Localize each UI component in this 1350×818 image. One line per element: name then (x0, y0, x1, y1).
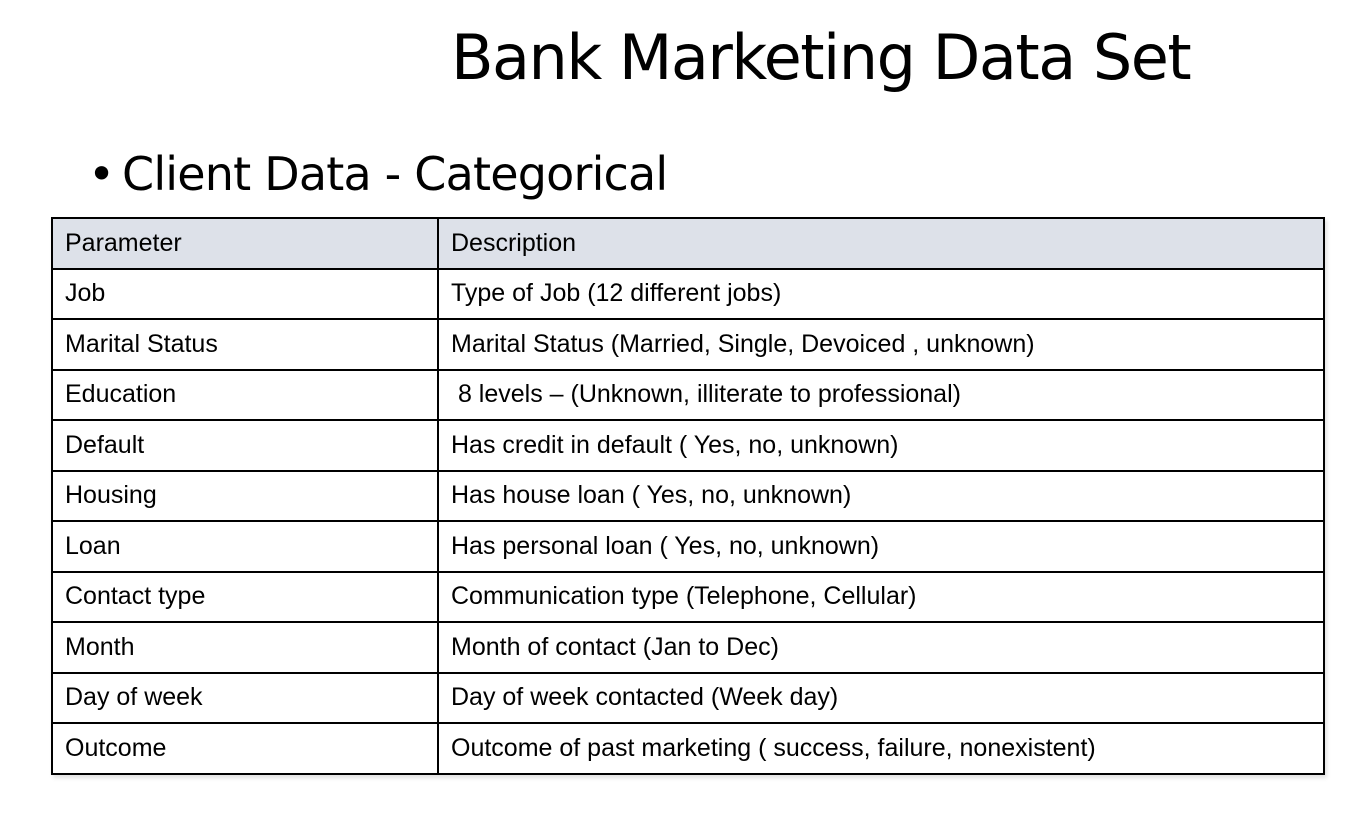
table-row: Contact type Communication type (Telepho… (51, 570, 1325, 623)
description-cell: 8 levels – (Unknown, illiterate to profe… (437, 368, 1325, 421)
table-row: Day of week Day of week contacted (Week … (51, 671, 1325, 724)
slide-title: Bank Marketing Data Set (451, 21, 1192, 94)
table-row: Month Month of contact (Jan to Dec) (51, 621, 1325, 674)
parameter-table: Parameter Description Job Type of Job (1… (51, 217, 1325, 775)
parameter-cell: Default (51, 419, 439, 472)
table-row: Marital Status Marital Status (Married, … (51, 318, 1325, 371)
parameter-cell: Day of week (51, 671, 439, 724)
column-header-parameter: Parameter (51, 217, 439, 270)
parameter-cell: Education (51, 368, 439, 421)
description-cell: Month of contact (Jan to Dec) (437, 621, 1325, 674)
bullet-text: Client Data - Categorical (122, 147, 668, 201)
table-row: Housing Has house loan ( Yes, no, unknow… (51, 469, 1325, 522)
column-header-description: Description (437, 217, 1325, 270)
description-cell: Communication type (Telephone, Cellular) (437, 570, 1325, 623)
table-row: Education 8 levels – (Unknown, illiterat… (51, 368, 1325, 421)
parameter-cell: Marital Status (51, 318, 439, 371)
description-cell: Marital Status (Married, Single, Devoice… (437, 318, 1325, 371)
table-row: Job Type of Job (12 different jobs) (51, 267, 1325, 320)
description-cell: Has credit in default ( Yes, no, unknown… (437, 419, 1325, 472)
description-cell: Outcome of past marketing ( success, fai… (437, 722, 1325, 775)
table-row: Loan Has personal loan ( Yes, no, unknow… (51, 520, 1325, 573)
parameter-cell: Housing (51, 469, 439, 522)
parameter-cell: Contact type (51, 570, 439, 623)
bullet-icon: • (88, 147, 115, 201)
parameter-cell: Outcome (51, 722, 439, 775)
parameter-cell: Job (51, 267, 439, 320)
table-row: Default Has credit in default ( Yes, no,… (51, 419, 1325, 472)
description-cell: Has house loan ( Yes, no, unknown) (437, 469, 1325, 522)
description-cell: Type of Job (12 different jobs) (437, 267, 1325, 320)
parameter-cell: Month (51, 621, 439, 674)
parameter-cell: Loan (51, 520, 439, 573)
bullet-heading: • Client Data - Categorical (88, 140, 668, 208)
description-cell: Has personal loan ( Yes, no, unknown) (437, 520, 1325, 573)
table-row: Outcome Outcome of past marketing ( succ… (51, 722, 1325, 775)
table-header-row: Parameter Description (51, 217, 1325, 270)
description-cell: Day of week contacted (Week day) (437, 671, 1325, 724)
